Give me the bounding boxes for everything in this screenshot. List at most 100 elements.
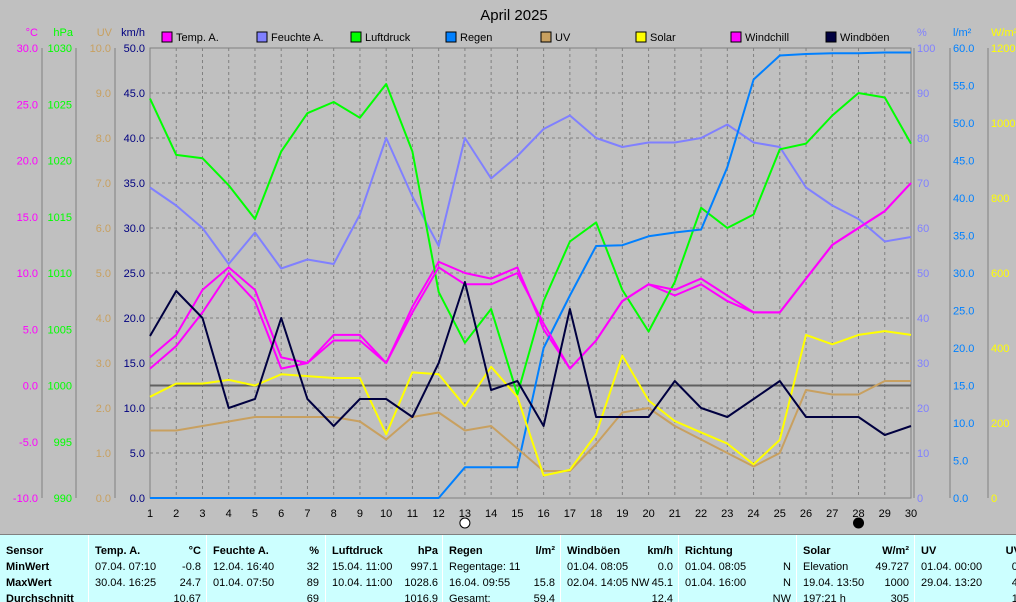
x-tick-label: 4 bbox=[226, 508, 232, 520]
table-header: Richtung bbox=[679, 543, 797, 559]
table-max-left: 30.04. 16:25 bbox=[95, 577, 157, 589]
statistics-table: Sensor MinWert MaxWert Durchschnitt Temp… bbox=[0, 534, 1016, 602]
axis-tick-uv: 8.0 bbox=[96, 133, 111, 145]
axis-tick-solar: 0 bbox=[991, 493, 997, 505]
table-min-left: Elevation bbox=[803, 561, 849, 573]
x-tick-label: 8 bbox=[331, 508, 337, 520]
axis-tick-wind: 45.0 bbox=[124, 88, 145, 100]
axis-tick-humidity: 60 bbox=[917, 223, 929, 235]
table-header-left: UV bbox=[921, 545, 937, 557]
table-min: 07.04. 07:10 -0.8 bbox=[89, 559, 207, 575]
axis-tick-rain: 15.0 bbox=[953, 381, 974, 393]
x-tick-label: 14 bbox=[485, 508, 497, 520]
table-max: 29.04. 13:20 4.5 bbox=[915, 575, 1016, 591]
table-avg-right: 12.4 bbox=[651, 593, 673, 602]
axis-wind: km/h 50.0 45.0 40.0 35.0 30.0 25.0 20.0 15.0 10.0… bbox=[121, 27, 145, 505]
table-max-left: 01.04. 07:50 bbox=[213, 577, 275, 589]
series-line-feuchte-a- bbox=[149, 114, 912, 270]
axis-tick-pressure: 990 bbox=[54, 493, 72, 505]
axis-tick-solar: 1000 bbox=[991, 118, 1015, 130]
x-tick-label: 1 bbox=[147, 508, 153, 520]
x-tick-label: 19 bbox=[616, 508, 628, 520]
legend-swatch bbox=[635, 31, 647, 43]
table-header: Windböen km/h bbox=[561, 543, 679, 559]
x-tick-label: 23 bbox=[721, 508, 733, 520]
x-tick-label: 5 bbox=[252, 508, 258, 520]
axis-tick-rain: 60.0 bbox=[953, 43, 974, 55]
axis-tick-pressure: 1005 bbox=[48, 324, 72, 336]
axis-tick-rain: 40.0 bbox=[953, 193, 974, 205]
axis-tick-uv: 2.0 bbox=[96, 403, 111, 415]
table-header-left: Solar bbox=[803, 545, 831, 557]
axis-unit-uv: UV bbox=[97, 27, 113, 39]
axis-tick-uv: 6.0 bbox=[96, 223, 111, 235]
axis-tick-wind: 10.0 bbox=[124, 403, 145, 415]
moon-markers bbox=[459, 517, 865, 529]
axis-tick-temp: -5.0 bbox=[19, 437, 38, 449]
x-tick-label: 16 bbox=[537, 508, 549, 520]
axis-tick-pressure: 995 bbox=[54, 437, 72, 449]
table-header-left: Regen bbox=[449, 545, 483, 557]
x-tick-label: 7 bbox=[304, 508, 310, 520]
table-avg-right: 59.4 bbox=[533, 593, 555, 602]
table-header: Regen l/m² bbox=[443, 543, 561, 559]
table-min-left: 01.04. 08:05 bbox=[685, 561, 747, 573]
series-line-windchill bbox=[149, 182, 912, 370]
axis-tick-uv: 3.0 bbox=[96, 358, 111, 370]
table-min-left: 07.04. 07:10 bbox=[95, 561, 157, 573]
x-tick-label: 12 bbox=[433, 508, 445, 520]
x-tick-label: 10 bbox=[380, 508, 392, 520]
axis-tick-uv: 1.0 bbox=[96, 448, 111, 460]
legend-label: Temp. A. bbox=[176, 32, 219, 44]
axis-tick-uv: 4.0 bbox=[96, 313, 111, 325]
axis-tick-rain: 20.0 bbox=[953, 343, 974, 355]
table-max-right: 24.7 bbox=[179, 577, 201, 589]
table-max-right: 1028.6 bbox=[404, 577, 438, 589]
axis-tick-rain: 10.0 bbox=[953, 418, 974, 430]
table-max: 30.04. 16:25 24.7 bbox=[89, 575, 207, 591]
x-tick-label: 25 bbox=[774, 508, 786, 520]
table-header-right: hPa bbox=[417, 545, 438, 557]
axis-tick-temp: 15.0 bbox=[17, 212, 38, 224]
table-min-right: N bbox=[783, 561, 791, 573]
table-header-left: Feuchte A. bbox=[213, 545, 269, 557]
x-axis: 1 2 3 4 5 6 7 8 9 10 11 12 13 14 15 16 17 18 19 20 21 22 23 24 2… bbox=[147, 508, 917, 520]
legend-swatch bbox=[445, 31, 457, 43]
axis-tick-humidity: 70 bbox=[917, 178, 929, 190]
axis-tick-rain: 45.0 bbox=[953, 156, 974, 168]
table-header-left: Richtung bbox=[685, 545, 733, 557]
series-lines bbox=[149, 51, 912, 499]
row-label-min: MinWert bbox=[6, 561, 50, 573]
legend-swatch bbox=[350, 31, 362, 43]
axis-tick-wind: 30.0 bbox=[124, 223, 145, 235]
legend: Temp. A. Feuchte A. Luftdruck Regen UV Solar W… bbox=[161, 31, 890, 44]
axis-tick-pressure: 1020 bbox=[48, 156, 72, 168]
table-min-left: 12.04. 16:40 bbox=[213, 561, 275, 573]
axis-tick-temp: 25.0 bbox=[17, 99, 38, 111]
table-avg-right: 69 bbox=[306, 593, 319, 602]
table-min-left: 01.04. 08:05 bbox=[567, 561, 629, 573]
row-label-avg: Durchschnitt bbox=[6, 593, 74, 602]
table-header: Luftdruck hPa bbox=[326, 543, 444, 559]
axis-temp: °C 30.0 25.0 20.0 15.0 10.0 5.0 0.0 -5.0 -10.0 bbox=[13, 27, 43, 505]
table-header-right: km/h bbox=[647, 545, 673, 557]
axis-tick-wind: 35.0 bbox=[124, 178, 145, 190]
x-tick-label: 26 bbox=[800, 508, 812, 520]
table-max-right: 1000 bbox=[884, 577, 909, 589]
table-max-right: 4.5 bbox=[1012, 575, 1016, 591]
axis-tick-rain: 0.0 bbox=[953, 493, 968, 505]
axis-tick-solar: 800 bbox=[991, 193, 1009, 205]
axis-unit-wind: km/h bbox=[121, 27, 145, 39]
new-moon-icon bbox=[853, 517, 865, 529]
axis-tick-temp: 20.0 bbox=[17, 156, 38, 168]
table-header: Temp. A. °C bbox=[89, 543, 207, 559]
table-min-left: 01.04. 00:00 bbox=[921, 561, 983, 573]
axis-unit-rain: l/m² bbox=[953, 27, 972, 39]
table-min-right: 997.1 bbox=[410, 561, 438, 573]
table-avg: 10.67 bbox=[89, 591, 207, 602]
table-min-left: Regentage: 11 bbox=[449, 561, 521, 573]
table-column-dir: Richtung 01.04. 08:05 N 01.04. 16:00 N NW bbox=[678, 535, 797, 602]
table-column-rain: Regen l/m² Regentage: 11 16.04. 09:55 15.8 Ge… bbox=[442, 535, 561, 602]
axis-tick-temp: 10.0 bbox=[17, 268, 38, 280]
